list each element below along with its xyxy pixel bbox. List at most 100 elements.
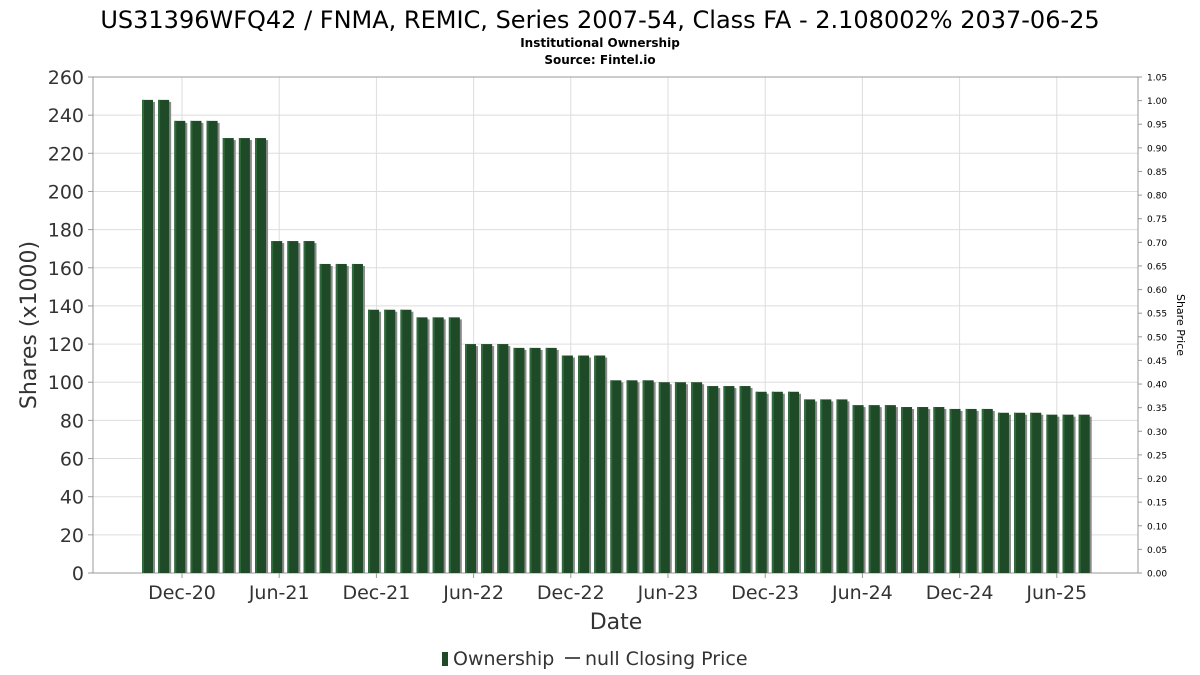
bar-highlight <box>755 391 758 573</box>
ownership-bar <box>529 347 541 573</box>
ownership-bar <box>561 355 573 573</box>
bar-highlight <box>642 380 645 573</box>
bar-highlight <box>400 309 403 573</box>
y-tick-label: 120 <box>48 334 84 356</box>
y-tick-label: 60 <box>60 449 84 471</box>
bar-highlight <box>771 391 774 573</box>
y-tick-label: 260 <box>48 67 84 89</box>
x-axis: Dec-20 Jun-21 Dec-21 Jun-22 Dec-22 Jun-23 Dec-… <box>148 573 1087 604</box>
bar-highlight <box>1030 412 1033 573</box>
bar-highlight <box>271 241 274 574</box>
bar-highlight <box>287 241 290 574</box>
bar-highlight <box>351 263 354 573</box>
ownership-bar <box>158 99 170 574</box>
y2-tick-label: 0.60 <box>1147 286 1167 296</box>
bar-highlight <box>465 344 467 573</box>
bar-highlight <box>949 408 952 573</box>
ownership-bar <box>497 344 509 573</box>
legend-ownership-label: Ownership <box>453 648 554 670</box>
bar-highlight <box>222 138 225 574</box>
bar-highlight <box>626 380 629 573</box>
bar-highlight <box>142 99 144 574</box>
bar-highlight <box>884 405 887 573</box>
bar-highlight <box>997 412 1000 573</box>
y2-tick-label: 0.70 <box>1147 239 1167 249</box>
ownership-bar <box>174 120 186 573</box>
y-tick-label: 40 <box>60 487 84 509</box>
ownership-bar <box>868 405 880 573</box>
bar-highlight <box>416 317 419 573</box>
ownership-bars <box>142 99 1092 574</box>
y2-tick-label: 0.90 <box>1147 144 1167 154</box>
ownership-bar <box>142 99 153 574</box>
y-axis-label: Shares (x1000) <box>17 241 42 409</box>
bar-highlight <box>578 355 581 573</box>
ownership-bar <box>788 391 799 573</box>
y-tick-label: 80 <box>60 410 84 432</box>
ownership-bar <box>255 138 267 574</box>
ownership-bar <box>997 412 1009 573</box>
y-tick-label: 0 <box>72 563 84 585</box>
chart-source: Source: Fintel.io <box>544 53 655 67</box>
ownership-bar <box>206 120 218 573</box>
bar-highlight <box>965 408 968 573</box>
x-tick-label: Jun-25 <box>1025 582 1087 604</box>
bar-highlight <box>529 347 532 573</box>
y2-tick-label: 0.15 <box>1147 499 1167 509</box>
ownership-bar <box>739 386 751 573</box>
y-axis-right: 0.00 0.05 0.10 0.15 0.20 0.25 0.30 0.35 0.40 0.45… <box>1138 74 1167 580</box>
ownership-bar <box>917 407 929 573</box>
bar-highlight <box>1046 414 1049 573</box>
x-tick-label: Dec-20 <box>148 582 216 604</box>
bar-highlight <box>691 382 694 573</box>
ownership-bar <box>755 391 767 573</box>
chart-subtitle: Institutional Ownership <box>520 36 680 50</box>
bar-highlight <box>303 241 306 574</box>
y2-axis-label: Share Price <box>1174 294 1187 356</box>
ownership-bar <box>658 382 670 573</box>
y2-tick-label: 0.05 <box>1147 546 1167 556</box>
bar-highlight <box>788 391 790 573</box>
bar-highlight <box>804 399 807 573</box>
x-tick-label: Jun-24 <box>831 582 893 604</box>
y2-tick-label: 0.30 <box>1147 428 1167 438</box>
bar-highlight <box>448 317 451 573</box>
bar-highlight <box>561 355 564 573</box>
x-tick-label: Jun-21 <box>248 582 310 604</box>
y2-tick-label: 0.75 <box>1147 215 1167 225</box>
bar-highlight <box>513 347 516 573</box>
bar-highlight <box>545 347 548 573</box>
ownership-bar <box>626 380 638 573</box>
ownership-bar <box>610 380 622 573</box>
ownership-bar <box>545 347 557 573</box>
ownership-bar <box>852 405 864 573</box>
y-axis-left: 0 20 40 60 80 100 120 140 160 180 200 220 240 260 <box>48 67 93 585</box>
ownership-bar <box>771 391 783 573</box>
y-tick-label: 240 <box>48 105 84 127</box>
y2-tick-label: 0.65 <box>1147 262 1167 272</box>
bar-highlight <box>1014 412 1017 573</box>
legend: Ownership null Closing Price <box>442 648 748 670</box>
bar-highlight <box>1062 414 1065 573</box>
ownership-bar <box>933 407 945 573</box>
y-tick-label: 140 <box>48 296 84 318</box>
bar-highlight <box>868 405 871 573</box>
y-tick-label: 180 <box>48 220 84 242</box>
y2-tick-label: 1.05 <box>1147 74 1167 84</box>
x-tick-label: Dec-21 <box>342 582 410 604</box>
y-tick-label: 220 <box>48 143 84 165</box>
bar-highlight <box>174 120 177 573</box>
y2-tick-label: 0.40 <box>1147 381 1167 391</box>
bar-highlight <box>820 399 823 573</box>
ownership-bar <box>238 138 250 574</box>
ownership-bar <box>319 263 331 573</box>
bar-highlight <box>206 120 209 573</box>
ownership-bar <box>335 263 347 573</box>
bar-highlight <box>723 386 726 573</box>
x-tick-label: Dec-22 <box>537 582 605 604</box>
ownership-bar <box>190 120 202 573</box>
ownership-bar <box>691 382 703 573</box>
ownership-bar <box>642 380 654 573</box>
ownership-bar <box>400 309 412 573</box>
y2-tick-label: 0.35 <box>1147 404 1167 414</box>
